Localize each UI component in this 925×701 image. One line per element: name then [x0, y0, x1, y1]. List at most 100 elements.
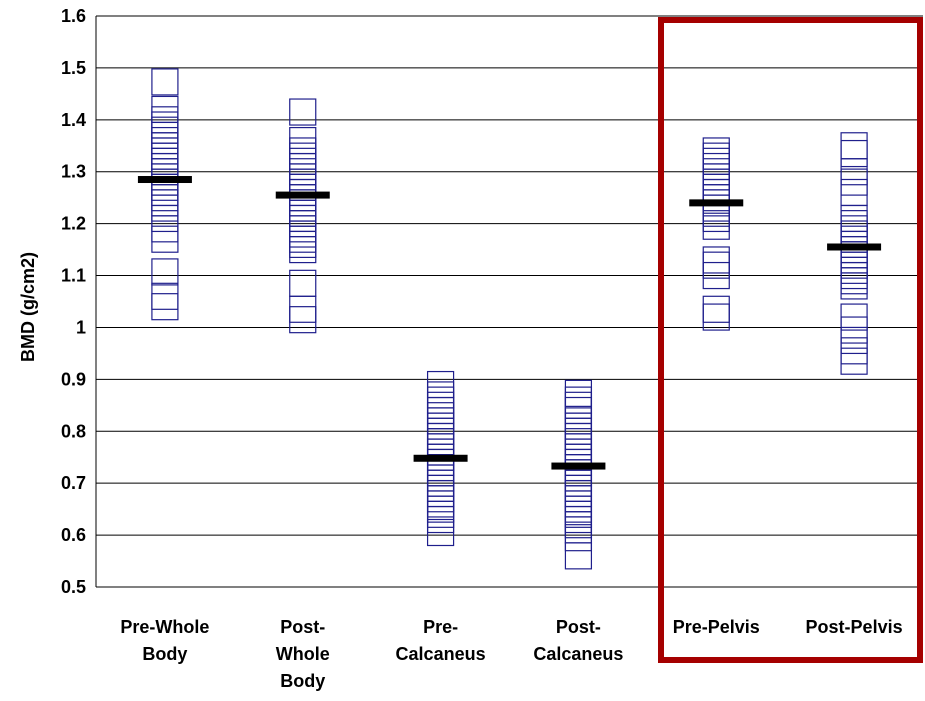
- data-point-marker: [564, 490, 593, 518]
- x-category-label-line: Post-: [556, 617, 601, 637]
- data-point-marker: [289, 230, 317, 258]
- data-point-marker: [564, 407, 593, 435]
- data-point-marker: [289, 225, 317, 253]
- x-category-label-line: Body: [142, 644, 187, 664]
- data-point-marker: [289, 199, 317, 227]
- data-point-marker: [564, 542, 593, 570]
- data-point-marker: [564, 412, 593, 440]
- x-category-label: Post-Pelvis: [806, 617, 903, 637]
- data-point-marker: [151, 132, 179, 160]
- y-tick-label: 0.6: [61, 525, 86, 545]
- data-point-marker: [564, 391, 593, 419]
- data-point-marker: [151, 204, 179, 233]
- data-point-marker: [840, 132, 868, 160]
- data-point-marker: [151, 293, 179, 321]
- data-point-marker: [289, 147, 317, 175]
- data-point-marker: [840, 256, 868, 284]
- data-point-marker: [426, 370, 455, 399]
- data-point-marker: [151, 258, 179, 286]
- x-category-label-line: Whole: [276, 644, 330, 664]
- data-point-marker: [151, 137, 179, 165]
- data-point-marker: [151, 126, 179, 155]
- x-category-label: Post- Calcaneus: [533, 617, 623, 664]
- data-point-marker: [840, 220, 868, 248]
- mean-bar: [413, 454, 468, 462]
- data-point-marker: [702, 212, 730, 240]
- y-tick-label: 1.4: [61, 110, 86, 130]
- x-axis-category-labels: Pre-Whole Body Post- Whole Body Pre- Calcaneus…: [120, 617, 902, 691]
- data-point-marker: [151, 178, 179, 207]
- data-point-marker: [426, 396, 455, 425]
- data-point-marker: [151, 282, 179, 310]
- data-point-marker: [702, 168, 730, 196]
- data-point-marker: [564, 379, 593, 407]
- data-point-marker: [564, 448, 593, 477]
- data-point-marker: [702, 204, 730, 233]
- data-point-marker: [702, 194, 730, 222]
- data-point-marker: [151, 142, 179, 170]
- data-point-marker: [426, 485, 455, 513]
- data-point-marker: [289, 215, 317, 243]
- data-point-marker: [702, 295, 730, 323]
- data-point-marker: [151, 189, 179, 217]
- data-point-marker: [564, 433, 593, 461]
- data-point-marker: [840, 246, 868, 274]
- data-point-marker: [426, 448, 455, 477]
- data-point-marker: [426, 381, 455, 409]
- data-point-marker: [564, 386, 593, 414]
- data-point-marker: [564, 524, 593, 552]
- data-point-marker: [289, 306, 317, 334]
- data-point-marker: [840, 267, 868, 295]
- data-point-marker: [702, 246, 730, 274]
- data-point-marker: [289, 220, 317, 248]
- y-tick-label: 1.6: [61, 6, 86, 26]
- data-point-marker: [564, 485, 593, 513]
- gridlines: [95, 15, 923, 588]
- data-point-marker: [426, 474, 455, 502]
- data-point-marker: [840, 178, 868, 207]
- x-category-label-line: Post-: [280, 617, 325, 637]
- data-point-marker: [702, 147, 730, 175]
- data-markers: [151, 68, 868, 570]
- data-point-marker: [426, 391, 455, 419]
- x-category-label-line: Post-Pelvis: [806, 617, 903, 637]
- data-point-marker: [151, 95, 179, 124]
- data-point-marker: [289, 98, 317, 126]
- data-point-marker: [151, 215, 179, 243]
- data-point-marker: [840, 139, 868, 168]
- data-point-marker: [289, 269, 317, 297]
- y-tick-label: 1: [76, 317, 86, 337]
- x-category-label: Pre- Calcaneus: [396, 617, 486, 664]
- data-point-marker: [426, 428, 455, 456]
- data-point-marker: [426, 518, 455, 547]
- data-point-marker: [702, 184, 730, 212]
- data-point-marker: [564, 495, 593, 523]
- data-point-marker: [289, 295, 317, 323]
- data-point-marker: [151, 147, 179, 175]
- data-point-marker: [840, 337, 868, 365]
- data-point-marker: [702, 152, 730, 181]
- y-tick-label: 1.3: [61, 162, 86, 182]
- data-point-marker: [151, 121, 179, 149]
- data-point-marker: [151, 111, 179, 139]
- x-category-label: Pre-Pelvis: [673, 617, 760, 637]
- data-point-marker: [840, 272, 868, 300]
- data-point-marker: [289, 152, 317, 181]
- data-point-marker: [840, 215, 868, 243]
- highlight-box: [658, 17, 923, 663]
- mean-bar: [689, 199, 744, 207]
- y-axis-tick-labels: 0.5 0.6 0.7 0.8 0.9 1 1.1 1.2 1.3 1.4 1.5 1.6: [61, 6, 86, 597]
- data-point-marker: [564, 422, 593, 451]
- data-point-marker: [702, 261, 730, 290]
- data-point-marker: [289, 142, 317, 170]
- x-category-label-line: Calcaneus: [533, 644, 623, 664]
- data-point-marker: [289, 204, 317, 233]
- data-point-marker: [426, 422, 455, 451]
- data-point-marker: [840, 168, 868, 196]
- data-point-marker: [426, 464, 455, 492]
- data-point-marker: [702, 173, 730, 201]
- data-point-marker: [289, 137, 317, 165]
- data-point-marker: [426, 407, 455, 435]
- x-category-label-line: Pre-: [423, 617, 458, 637]
